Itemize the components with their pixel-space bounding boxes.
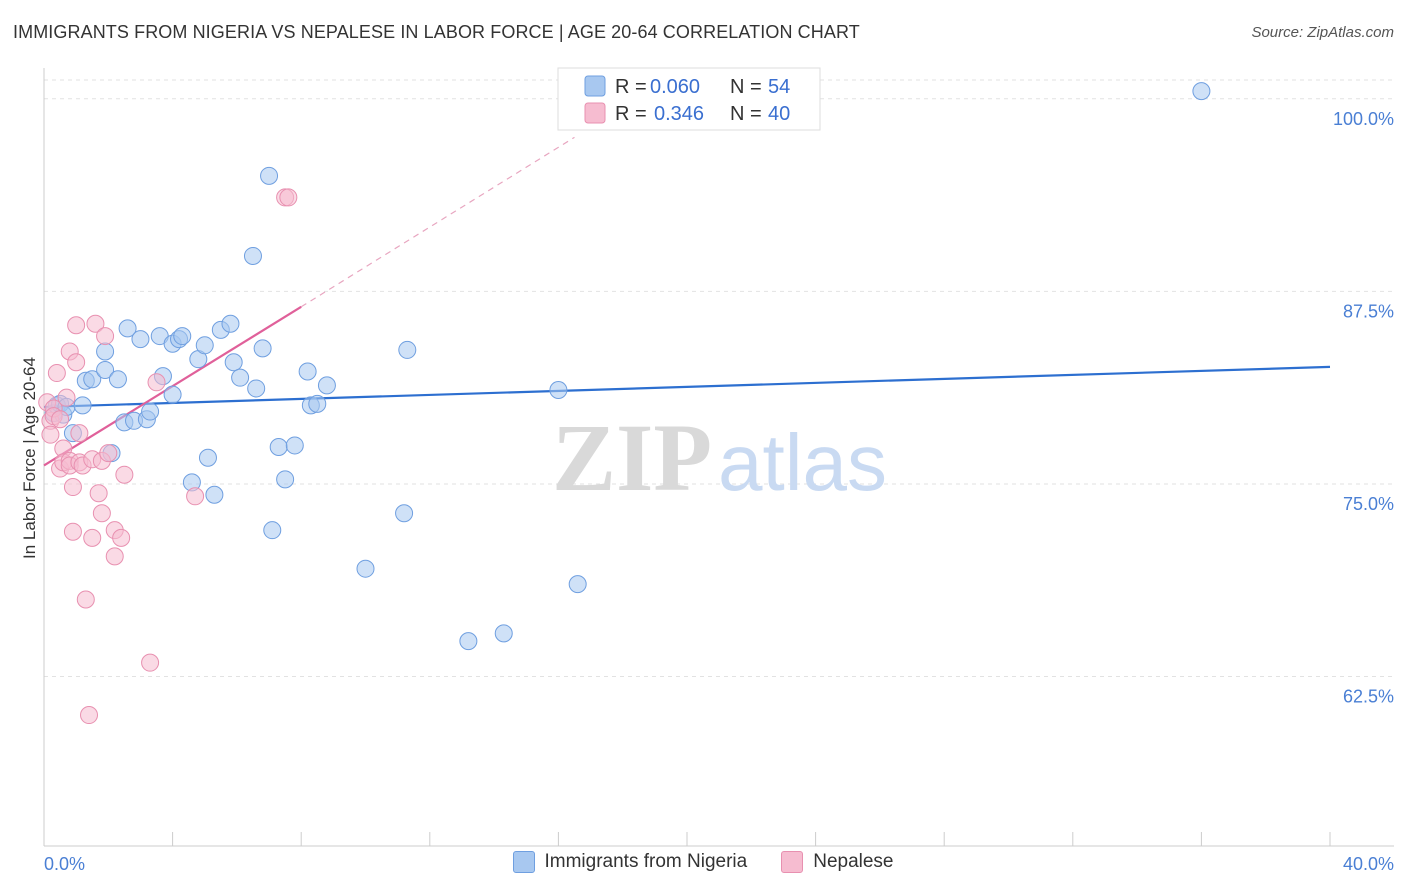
point-nepalese bbox=[186, 487, 205, 506]
point-nepalese bbox=[67, 316, 86, 335]
y-tick-label: 62.5% bbox=[1343, 687, 1394, 707]
point-nigeria bbox=[253, 339, 272, 358]
legend-label-nepalese: Nepalese bbox=[813, 851, 894, 872]
watermark-atlas: atlas bbox=[718, 418, 887, 507]
point-nepalese bbox=[63, 522, 82, 541]
point-nepalese bbox=[83, 528, 102, 547]
point-nepalese bbox=[80, 706, 99, 725]
legend-swatch-nigeria bbox=[584, 75, 606, 97]
trend-line-nepalese-extended bbox=[300, 136, 575, 308]
point-nigeria bbox=[317, 376, 336, 395]
legend-r-label-nigeria: R = bbox=[615, 76, 647, 98]
point-nigeria bbox=[163, 385, 182, 404]
legend-item-nepalese: Nepalese bbox=[781, 851, 894, 873]
point-nigeria bbox=[298, 362, 317, 381]
watermark: ZIP atlas bbox=[552, 404, 887, 511]
point-nigeria bbox=[247, 379, 266, 398]
source-credit: Source: ZipAtlas.com bbox=[1251, 24, 1394, 41]
stats-legend: R = 0.060 N = 54 R = 0.346 N = 40 bbox=[557, 67, 821, 131]
axes bbox=[43, 68, 1394, 847]
point-nigeria bbox=[260, 166, 279, 185]
point-nepalese bbox=[89, 484, 108, 503]
point-nigeria bbox=[1192, 82, 1211, 101]
point-nigeria bbox=[459, 632, 478, 651]
point-nigeria bbox=[224, 353, 243, 372]
point-nigeria bbox=[263, 521, 282, 540]
point-nigeria bbox=[269, 437, 288, 456]
y-tick-label: 87.5% bbox=[1343, 301, 1394, 321]
y-tick-labels: 62.5% 75.0% 87.5% 100.0% bbox=[1333, 109, 1394, 707]
point-nigeria bbox=[173, 327, 192, 346]
point-nigeria bbox=[308, 394, 327, 413]
point-nepalese bbox=[67, 353, 86, 372]
legend-r-value-nepalese: 0.346 bbox=[654, 103, 704, 125]
point-nepalese bbox=[112, 528, 131, 547]
legend-n-label-nepalese: N = bbox=[730, 103, 762, 125]
point-nepalese bbox=[92, 504, 111, 523]
point-nigeria bbox=[568, 575, 587, 594]
series-nigeria-points bbox=[44, 82, 1211, 651]
legend-swatch-nigeria-bottom bbox=[512, 851, 535, 873]
point-nepalese bbox=[47, 364, 66, 383]
chart-title: IMMIGRANTS FROM NIGERIA VS NEPALESE IN L… bbox=[13, 22, 860, 42]
point-nigeria bbox=[131, 330, 150, 349]
legend-n-label-nigeria: N = bbox=[730, 76, 762, 98]
legend-label-nigeria: Immigrants from Nigeria bbox=[544, 851, 748, 872]
x-ticks bbox=[43, 832, 1331, 846]
series-legend: Immigrants from Nigeria Nepalese bbox=[0, 851, 1406, 873]
point-nigeria bbox=[205, 485, 224, 504]
point-nepalese bbox=[51, 410, 70, 429]
point-nigeria bbox=[231, 368, 250, 387]
legend-swatch-nepalese-bottom bbox=[781, 851, 804, 873]
point-nigeria bbox=[494, 624, 513, 643]
point-nigeria bbox=[96, 342, 115, 361]
point-nepalese bbox=[70, 424, 89, 443]
y-tick-label: 75.0% bbox=[1343, 494, 1394, 514]
point-nigeria bbox=[118, 319, 137, 338]
point-nigeria bbox=[83, 370, 102, 389]
point-nepalese bbox=[279, 188, 298, 207]
watermark-zip: ZIP bbox=[552, 404, 712, 511]
legend-n-value-nepalese: 40 bbox=[768, 103, 790, 125]
x-tick-label-max: 40.0% bbox=[1343, 854, 1394, 874]
point-nigeria bbox=[195, 336, 214, 355]
legend-swatch-nepalese bbox=[584, 102, 606, 124]
point-nigeria bbox=[395, 504, 414, 523]
legend-n-value-nigeria: 54 bbox=[768, 76, 790, 98]
point-nepalese bbox=[96, 327, 115, 346]
point-nepalese bbox=[57, 388, 76, 407]
point-nepalese bbox=[99, 444, 118, 463]
trend-line-nigeria bbox=[43, 365, 1331, 409]
point-nigeria bbox=[285, 436, 304, 455]
point-nigeria bbox=[96, 360, 115, 379]
point-nepalese bbox=[63, 478, 82, 497]
point-nigeria bbox=[108, 370, 127, 389]
point-nigeria bbox=[198, 448, 217, 467]
legend-r-label-nepalese: R = bbox=[615, 103, 647, 125]
point-nepalese bbox=[147, 373, 166, 392]
point-nigeria bbox=[276, 470, 295, 489]
point-nepalese bbox=[86, 314, 105, 333]
point-nigeria bbox=[221, 314, 240, 333]
point-nepalese bbox=[41, 425, 60, 444]
point-nepalese bbox=[105, 547, 124, 566]
point-nigeria bbox=[141, 402, 160, 421]
series-nepalese-points bbox=[38, 188, 298, 725]
legend-r-value-nigeria: 0.060 bbox=[650, 76, 700, 98]
x-tick-label-min: 0.0% bbox=[44, 854, 85, 874]
point-nigeria bbox=[398, 340, 417, 359]
point-nigeria bbox=[73, 396, 92, 415]
point-nepalese bbox=[141, 653, 160, 672]
point-nepalese bbox=[115, 465, 134, 484]
point-nigeria bbox=[356, 559, 375, 578]
y-tick-label: 100.0% bbox=[1333, 109, 1394, 129]
legend-item-nigeria: Immigrants from Nigeria bbox=[512, 851, 748, 873]
point-nigeria bbox=[243, 246, 262, 265]
point-nepalese bbox=[76, 590, 95, 609]
point-nigeria bbox=[549, 380, 568, 399]
